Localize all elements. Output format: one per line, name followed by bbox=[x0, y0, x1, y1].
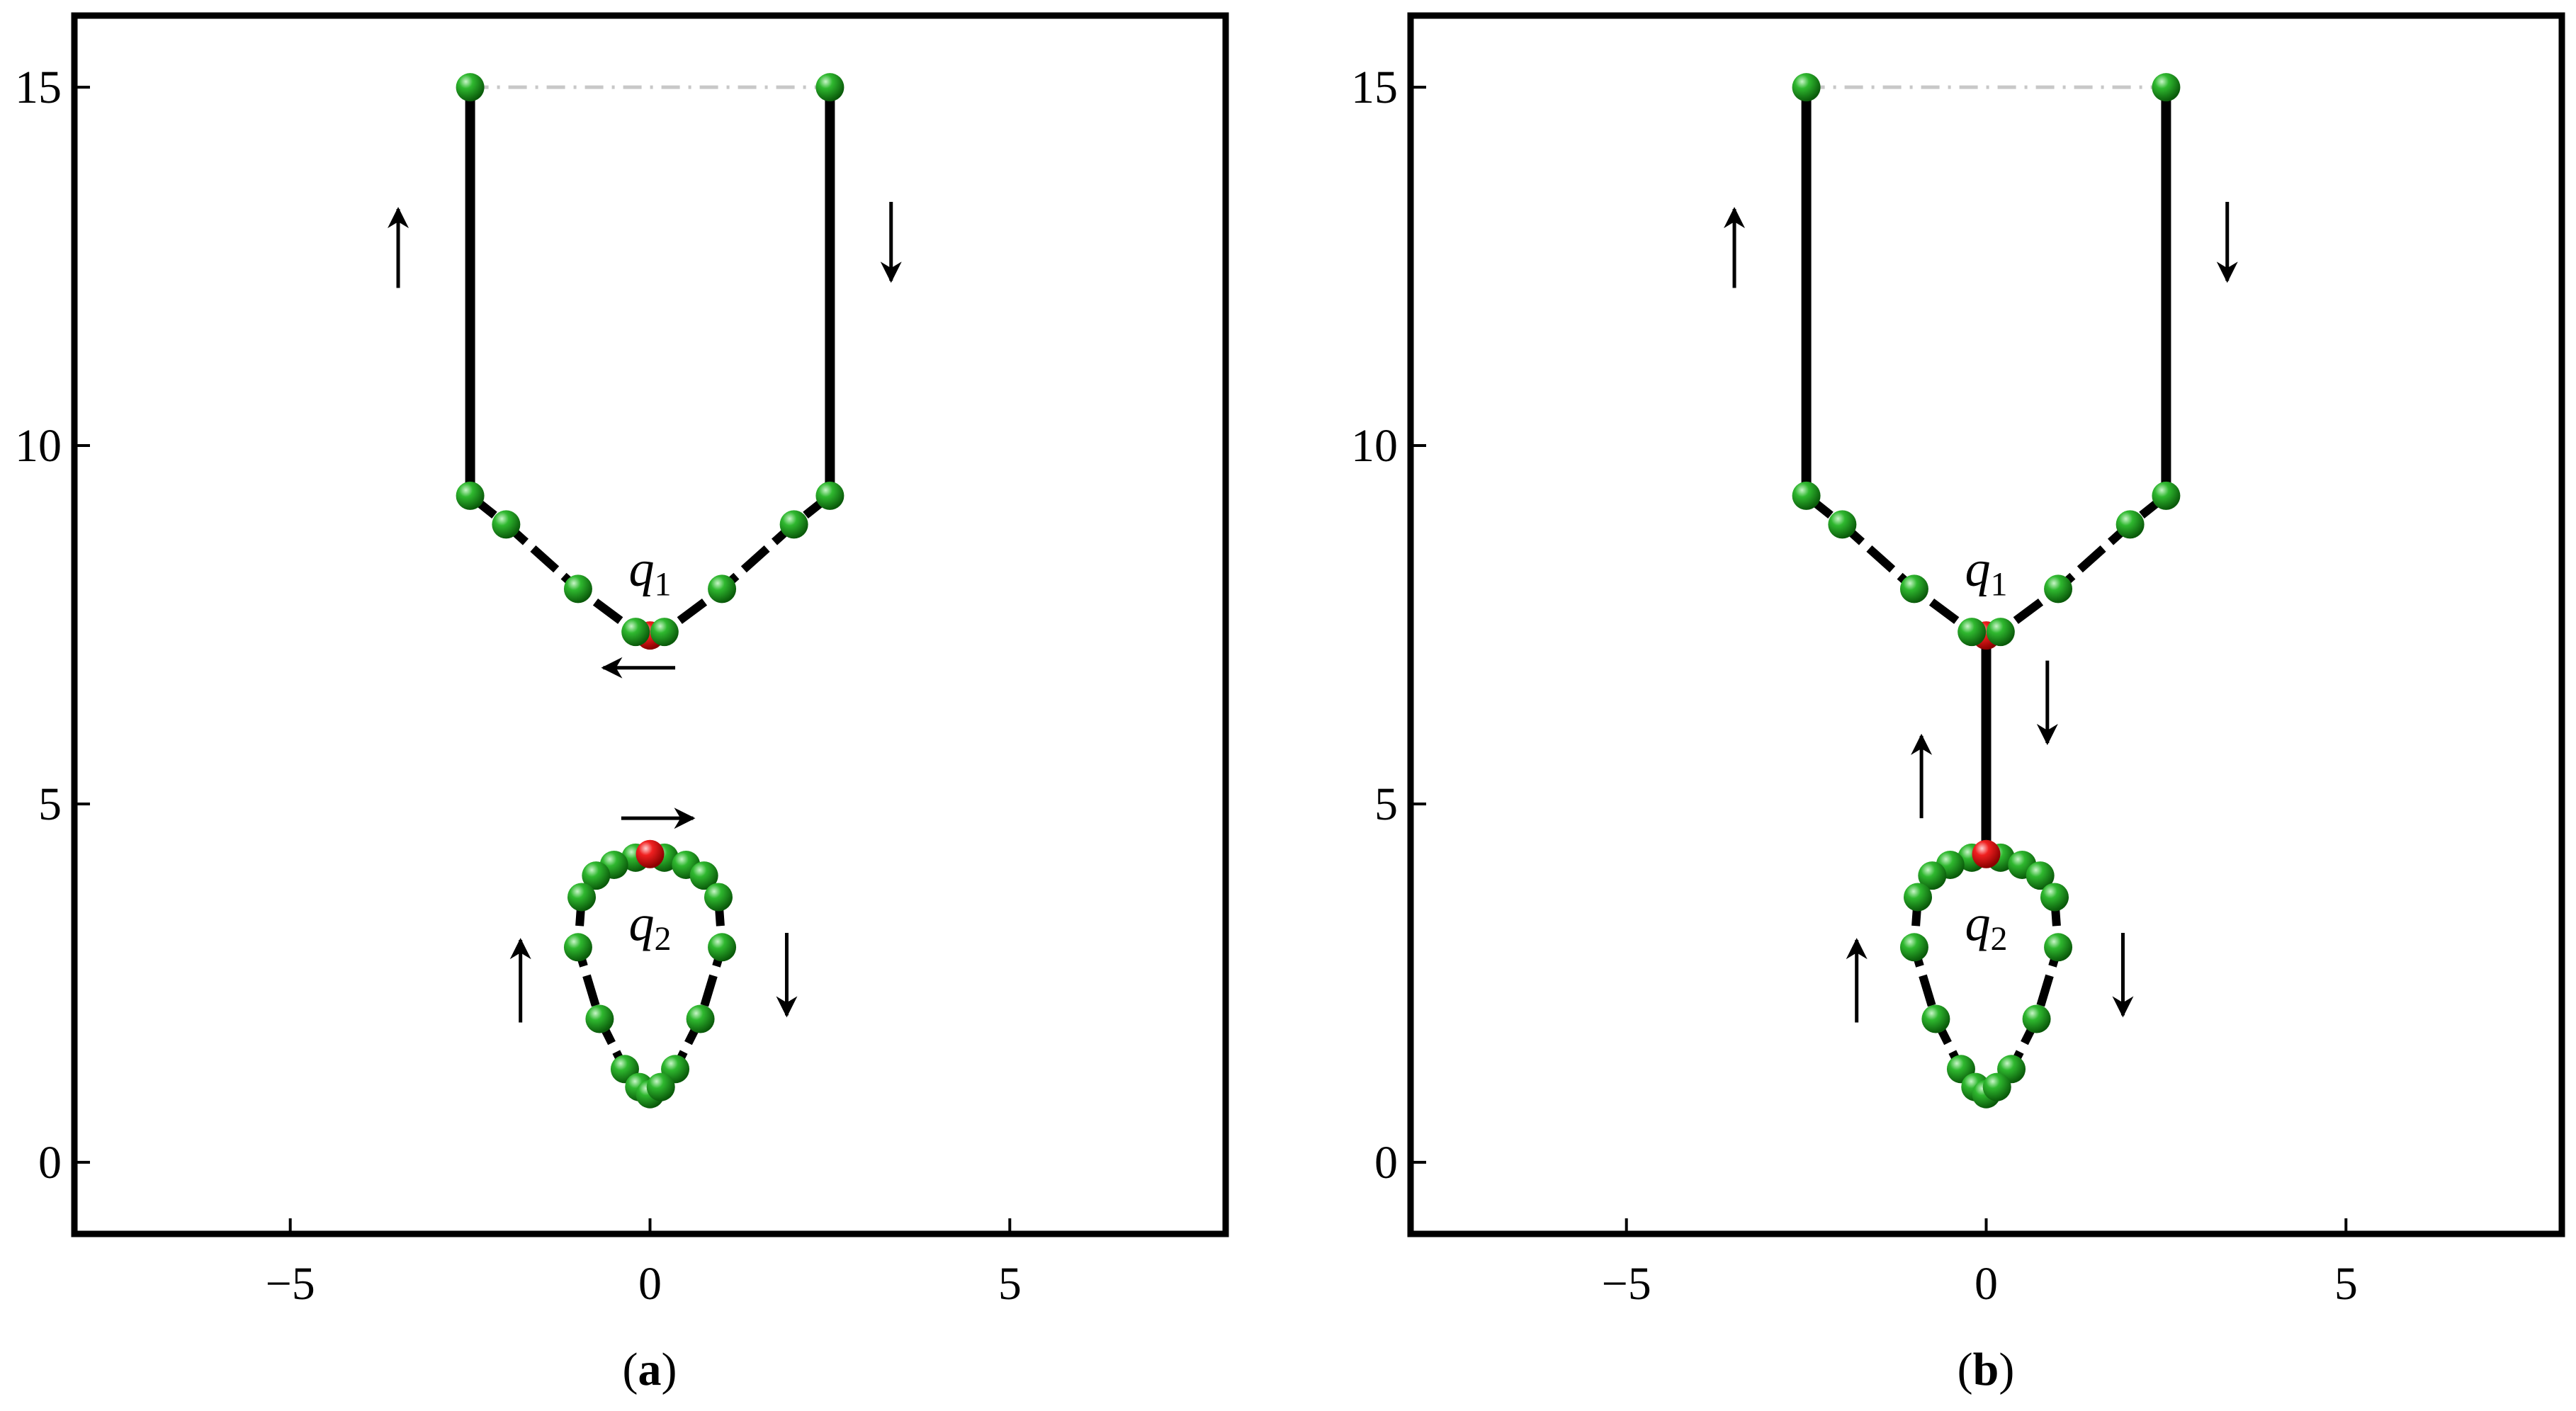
panel-b-label: (b) bbox=[1958, 1344, 2015, 1395]
node bbox=[567, 883, 597, 912]
y-tick-label: 15 bbox=[15, 62, 62, 113]
label-q1: q1 bbox=[629, 540, 672, 603]
panel-b: −5 0 5 0 5 10 15 q1 q2 (b) bbox=[1351, 12, 2565, 1395]
node bbox=[2152, 481, 2181, 510]
node bbox=[1792, 481, 1821, 510]
node bbox=[2044, 574, 2073, 604]
node bbox=[2022, 1004, 2051, 1033]
node bbox=[815, 481, 844, 510]
node bbox=[585, 1004, 614, 1033]
node bbox=[1982, 1072, 2011, 1101]
node bbox=[704, 883, 733, 912]
node bbox=[815, 73, 844, 102]
node bbox=[686, 1004, 715, 1033]
y-tick-label: 15 bbox=[1351, 62, 1398, 113]
node bbox=[1918, 861, 1947, 890]
y-tick-label: 0 bbox=[38, 1137, 62, 1189]
node bbox=[1921, 1004, 1950, 1033]
y-tick-label: 5 bbox=[38, 778, 62, 830]
node bbox=[1904, 883, 1933, 912]
x-tick-label: 0 bbox=[1975, 1258, 1998, 1310]
node bbox=[1792, 73, 1821, 102]
node bbox=[1899, 574, 1928, 604]
panel-a-plot: q1 q2 bbox=[388, 73, 902, 1109]
node bbox=[492, 510, 521, 539]
panel-b-plot: q1 q2 bbox=[1724, 73, 2238, 1109]
node bbox=[1958, 618, 1987, 647]
node bbox=[582, 861, 611, 890]
node bbox=[779, 510, 808, 539]
node bbox=[650, 618, 679, 647]
node bbox=[621, 618, 650, 647]
node bbox=[456, 481, 485, 510]
x-tick-label: 5 bbox=[998, 1258, 1022, 1310]
y-tick-label: 5 bbox=[1374, 778, 1398, 830]
y-tick-label: 10 bbox=[1351, 420, 1398, 472]
x-tick-label: 0 bbox=[638, 1258, 662, 1310]
node bbox=[563, 933, 592, 962]
label-q2: q2 bbox=[1965, 895, 2008, 958]
node-q2-top bbox=[1972, 839, 2001, 868]
label-q2: q2 bbox=[629, 895, 672, 958]
y-tick-label: 0 bbox=[1374, 1137, 1398, 1189]
node bbox=[708, 933, 737, 962]
panel-a-ticks: −5 0 5 0 5 10 15 bbox=[15, 62, 1022, 1310]
node bbox=[1828, 510, 1857, 539]
node bbox=[1899, 933, 1928, 962]
node bbox=[456, 73, 485, 102]
node bbox=[708, 574, 737, 604]
node-q2-top bbox=[635, 839, 665, 868]
x-tick-label: −5 bbox=[266, 1258, 315, 1310]
panel-a-label: (a) bbox=[623, 1344, 677, 1395]
x-tick-label: 5 bbox=[2334, 1258, 2358, 1310]
node bbox=[2152, 73, 2181, 102]
panel-a: −5 0 5 0 5 10 15 q1 q2 (a) bbox=[15, 12, 1229, 1395]
panel-b-ticks: −5 0 5 0 5 10 15 bbox=[1351, 62, 2358, 1310]
node bbox=[1986, 618, 2015, 647]
node bbox=[646, 1072, 675, 1101]
node bbox=[689, 861, 718, 890]
node bbox=[2040, 883, 2069, 912]
node bbox=[563, 574, 592, 604]
x-tick-label: −5 bbox=[1602, 1258, 1651, 1310]
y-tick-label: 10 bbox=[15, 420, 62, 472]
node bbox=[2026, 861, 2055, 890]
node bbox=[2044, 933, 2073, 962]
label-q1: q1 bbox=[1965, 540, 2008, 603]
node bbox=[2115, 510, 2145, 539]
